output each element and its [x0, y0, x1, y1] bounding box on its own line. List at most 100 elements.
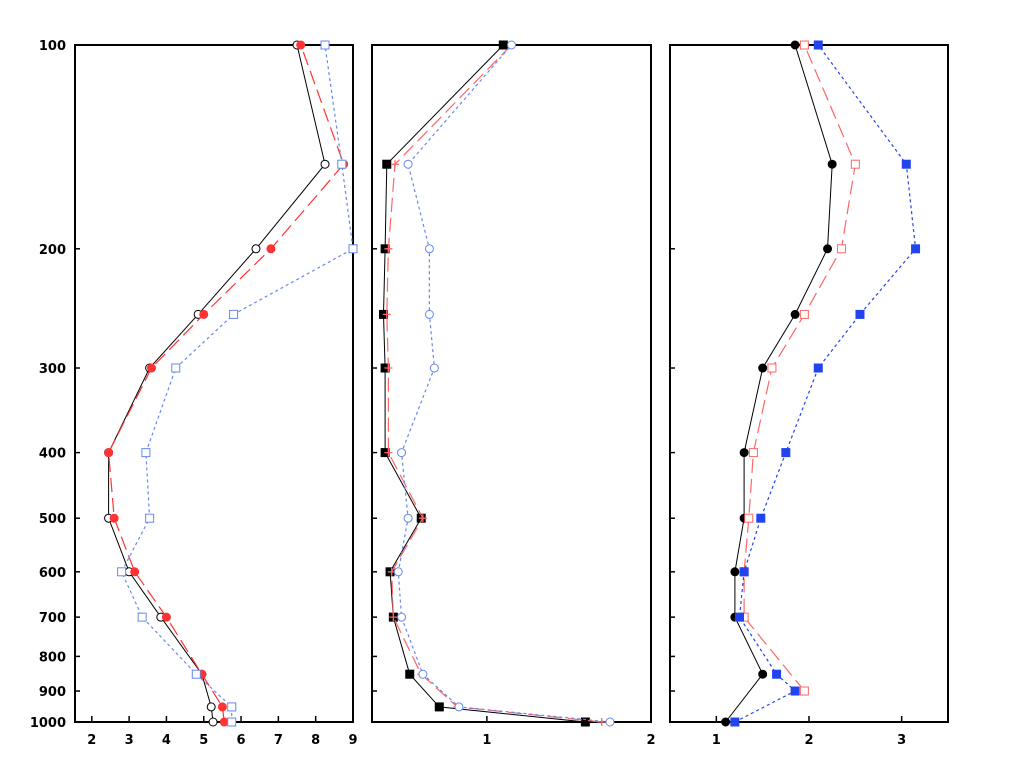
panel-frame — [669, 44, 949, 723]
data-point — [424, 244, 434, 254]
x-tick-label: 2 — [646, 733, 655, 748]
x-tick-label: 3 — [897, 733, 906, 748]
series-2 — [739, 40, 860, 696]
data-point — [498, 40, 508, 50]
data-point — [823, 244, 833, 254]
data-point — [397, 612, 407, 622]
data-point — [104, 448, 114, 458]
data-point — [790, 309, 800, 319]
data-point — [208, 717, 218, 727]
data-point — [251, 244, 261, 254]
data-point — [730, 717, 740, 727]
data-point — [748, 448, 758, 458]
data-point — [382, 310, 391, 319]
series-line — [734, 44, 917, 723]
data-point — [109, 513, 119, 523]
data-point — [901, 159, 911, 169]
data-point — [397, 448, 407, 458]
series-3 — [393, 40, 615, 727]
y-tick-label: 800 — [39, 650, 66, 665]
data-point — [911, 244, 921, 254]
x-tick-label: 2 — [804, 733, 813, 748]
series-line — [108, 44, 326, 723]
data-point — [597, 718, 606, 726]
data-point — [171, 363, 181, 373]
data-point — [130, 567, 140, 577]
data-point — [772, 669, 782, 679]
data-point — [199, 309, 209, 319]
data-point — [580, 717, 590, 727]
series-line — [397, 44, 611, 723]
series-1 — [378, 40, 590, 727]
y-tick-label: 900 — [39, 685, 66, 700]
x-tick-label: 2 — [87, 733, 96, 748]
data-point — [296, 40, 306, 50]
data-point — [744, 513, 754, 523]
series-line — [120, 44, 354, 722]
data-point — [855, 309, 865, 319]
data-point — [206, 702, 216, 712]
panel-1: 2 3 4 5 6 7 8 9 — [74, 40, 358, 748]
data-point — [739, 448, 749, 458]
data-point — [382, 159, 392, 169]
x-tick-label: 7 — [274, 733, 283, 748]
y-tick-label: 700 — [39, 611, 66, 626]
data-point — [730, 567, 740, 577]
y-tick-label: 600 — [39, 566, 66, 581]
y-tick-label: 1000 — [30, 716, 66, 731]
data-point — [191, 669, 201, 679]
data-point — [758, 669, 768, 679]
data-point — [756, 513, 766, 523]
data-point — [424, 309, 434, 319]
data-point — [813, 40, 823, 50]
data-point — [320, 159, 330, 169]
data-point — [384, 364, 393, 373]
data-point — [605, 717, 615, 727]
data-point — [799, 40, 809, 50]
data-point — [799, 309, 809, 319]
data-point — [337, 159, 347, 169]
series-1 — [721, 40, 837, 727]
x-tick-label: 5 — [199, 733, 208, 748]
data-point — [403, 513, 413, 523]
data-point — [146, 363, 156, 373]
x-tick-label: 4 — [162, 733, 171, 748]
data-point — [384, 448, 393, 457]
data-point — [217, 702, 227, 712]
data-point — [781, 448, 791, 458]
data-point — [758, 363, 768, 373]
data-point — [767, 363, 777, 373]
series-2 — [104, 40, 349, 727]
y-tick-label: 100 — [39, 39, 66, 54]
x-tick-label: 9 — [348, 733, 357, 748]
panel-3: 1 2 3 — [669, 40, 949, 748]
series-line — [382, 44, 586, 723]
data-point — [827, 159, 837, 169]
y-tick-label: 400 — [39, 447, 66, 462]
data-point — [117, 567, 127, 577]
data-point — [418, 514, 427, 523]
x-tick-label: 3 — [125, 733, 134, 748]
series-line — [386, 44, 602, 723]
data-point — [813, 363, 823, 373]
data-point — [161, 612, 171, 622]
series-2 — [382, 41, 606, 726]
series-3 — [730, 40, 921, 727]
series-line — [107, 44, 345, 723]
data-point — [418, 669, 428, 679]
data-point — [389, 613, 398, 622]
data-point — [790, 686, 800, 696]
data-point — [229, 309, 239, 319]
x-tick-label: 6 — [237, 733, 246, 748]
data-point — [850, 159, 860, 169]
data-point — [384, 244, 393, 253]
data-point — [141, 448, 151, 458]
data-point — [137, 612, 147, 622]
y-tick-label: 500 — [39, 512, 66, 527]
data-point — [405, 669, 415, 679]
data-point — [739, 567, 749, 577]
data-point — [735, 612, 744, 622]
x-tick-label: 1 — [482, 733, 491, 748]
